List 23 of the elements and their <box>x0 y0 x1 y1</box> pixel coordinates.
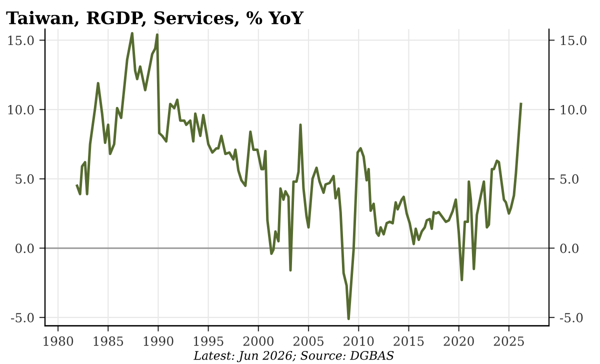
x-tick-label: 2000 <box>243 336 274 346</box>
x-tick-label: 2020 <box>444 336 474 346</box>
y2-tick-label: 0.0 <box>560 244 578 254</box>
y2-tick-label: 10.0 <box>560 104 586 114</box>
y2-tick-label: 5.0 <box>560 174 578 184</box>
y-tick-label: 5.0 <box>16 174 34 184</box>
chart-title: Taiwan, RGDP, Services, % YoY <box>6 10 304 27</box>
y-tick-label: -5.0 <box>11 312 34 322</box>
y2-tick-label: -5.0 <box>560 312 583 322</box>
x-tick-label: 2015 <box>394 336 424 346</box>
y-tick-label: 10.0 <box>8 104 34 114</box>
x-tick-label: 1995 <box>194 336 224 346</box>
y2-tick-label: 15.0 <box>560 36 586 46</box>
x-tick-label: 1990 <box>144 336 174 346</box>
y-tick-label: 15.0 <box>8 36 34 46</box>
text: Latest: Jun 2026; Source: DGBAS <box>194 350 394 362</box>
x-tick-label: 1985 <box>94 336 124 346</box>
x-tick-label: 2010 <box>344 336 374 346</box>
x-tick-label: 2005 <box>293 336 324 346</box>
y-tick-label: 0.0 <box>16 244 34 254</box>
x-tick-label: 1980 <box>44 336 74 346</box>
line-series <box>76 32 522 320</box>
x-tick-label: 2025 <box>494 336 524 346</box>
